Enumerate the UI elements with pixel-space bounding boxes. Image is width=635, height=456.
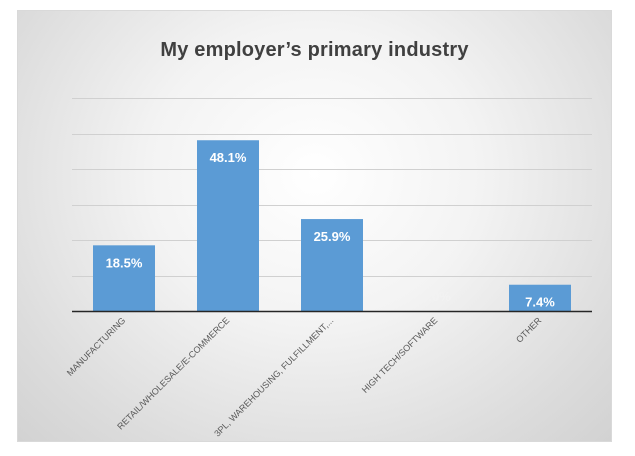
bar	[301, 219, 363, 311]
bar	[93, 245, 155, 311]
category-label: RETAIL/WHOLESALE/E-COMMERCE	[115, 315, 231, 431]
bar	[509, 284, 571, 311]
category-label: MANUFACTURING	[65, 315, 128, 378]
data-label: 25.9%	[314, 229, 351, 244]
category-label: HIGH TECH/SOFTWARE	[360, 315, 440, 395]
chart-title: My employer’s primary industry	[160, 39, 469, 61]
bar	[197, 140, 259, 311]
category-label: 3PL, WAREHOUSING, FULFILLMENT,...	[212, 315, 335, 438]
data-label: 48.1%	[210, 150, 247, 165]
data-label: 18.5%	[106, 255, 143, 270]
data-label: 0.0%	[421, 289, 451, 304]
category-label: OTHER	[514, 315, 544, 345]
data-label: 7.4%	[525, 295, 555, 310]
